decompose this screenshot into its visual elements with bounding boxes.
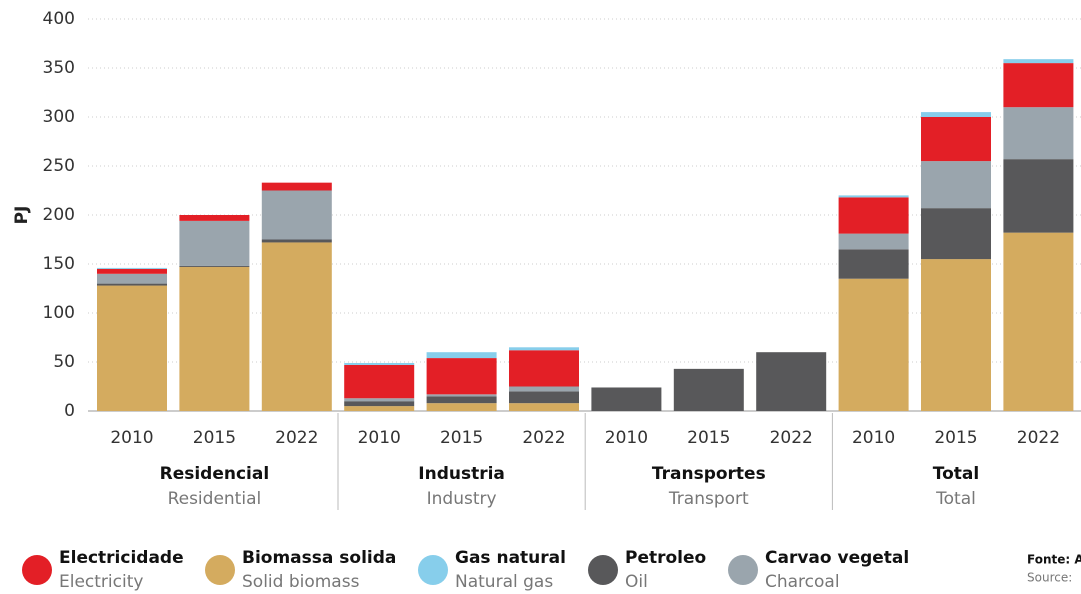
x-tick-label: 2015 [440, 428, 483, 448]
x-tick-label: 2022 [770, 428, 813, 448]
legend-sublabel: Natural gas [455, 572, 553, 592]
bar-segment [344, 398, 415, 402]
bar-segment [1003, 59, 1074, 64]
x-tick-label: 2015 [193, 428, 236, 448]
y-tick-label: 350 [43, 58, 75, 78]
legend-label: Electricidade [59, 548, 184, 568]
group-sublabel: Residential [168, 489, 262, 509]
bar-segment [838, 195, 909, 198]
bar-segment [921, 112, 991, 117]
bar-segment [921, 259, 991, 411]
legend-sublabel: Electricity [59, 572, 143, 592]
bar-segment [1003, 159, 1074, 233]
bar-segment [426, 403, 497, 411]
bar-segment [1003, 107, 1074, 160]
bar-segment [97, 283, 167, 286]
x-tick-label: 2010 [605, 428, 648, 448]
x-tick-label: 2022 [275, 428, 318, 448]
bar-segment [344, 362, 415, 365]
bar-segment [97, 273, 167, 284]
bar-segment [261, 239, 332, 243]
bar-segment [838, 249, 909, 279]
bar-segment [97, 285, 167, 411]
legend-swatch [588, 555, 618, 585]
x-tick-label: 2022 [522, 428, 565, 448]
bar-segment [921, 117, 991, 162]
bar-segment [921, 208, 991, 260]
bar-segment [97, 268, 167, 274]
x-tick-label: 2010 [110, 428, 153, 448]
bar-segment [591, 387, 662, 411]
bar-segment [426, 358, 497, 395]
group-sublabel: Industry [427, 489, 497, 509]
bar-segment [673, 368, 744, 411]
legend-swatch [205, 555, 235, 585]
legend-sublabel: Oil [625, 572, 648, 592]
y-tick-label: 50 [53, 352, 75, 372]
bar-segment [509, 403, 579, 411]
y-tick-label: 200 [43, 205, 75, 225]
bar-segment [261, 242, 332, 411]
x-tick-label: 2022 [1017, 428, 1060, 448]
y-tick-label: 250 [43, 156, 75, 176]
legend-sublabel: Charcoal [765, 572, 840, 592]
y-axis-label: PJ [12, 206, 32, 225]
group-label: Transportes [652, 464, 766, 484]
bar-segment [509, 347, 579, 351]
group-sublabel: Transport [668, 489, 749, 509]
group-label: Total [933, 464, 979, 484]
bar-segment [179, 266, 250, 411]
bar-segment [426, 352, 497, 359]
bar-segment [179, 265, 250, 267]
bar-segment [509, 386, 579, 392]
y-tick-label: 100 [43, 303, 75, 323]
bar-segment [838, 233, 909, 250]
bar-segment [426, 396, 497, 404]
x-tick-label: 2015 [934, 428, 977, 448]
x-tick-label: 2015 [687, 428, 730, 448]
legend-sublabel: Solid biomass [242, 572, 360, 592]
legend-label: Biomassa solida [242, 548, 396, 568]
bar-segment [756, 352, 827, 411]
legend-label: Gas natural [455, 548, 566, 568]
bar-segment [97, 267, 167, 269]
group-sublabel: Total [935, 489, 976, 509]
bar-segment [838, 278, 909, 411]
bar-segment [509, 391, 579, 404]
bar-segment [344, 401, 415, 407]
bar-segment [838, 197, 909, 234]
bar-segment [1003, 63, 1074, 108]
source: Fonte: A [1027, 553, 1081, 567]
group-label: Residencial [160, 464, 270, 484]
y-tick-label: 0 [64, 401, 75, 421]
bar-segment [344, 406, 415, 411]
y-tick-label: 400 [43, 9, 75, 29]
legend-label: Carvao vegetal [765, 548, 909, 568]
bar-segment [261, 182, 332, 191]
x-tick-label: 2010 [852, 428, 895, 448]
bar-segment [261, 190, 332, 240]
bar-segment [179, 215, 250, 221]
legend-swatch [728, 555, 758, 585]
x-tick-label: 2010 [358, 428, 401, 448]
source-en: Source: [1027, 571, 1072, 585]
y-tick-label: 300 [43, 107, 75, 127]
bar-segment [509, 350, 579, 387]
legend-swatch [418, 555, 448, 585]
group-label: Industria [418, 464, 505, 484]
bar-segment [179, 220, 250, 266]
legend-swatch [22, 555, 52, 585]
y-tick-label: 150 [43, 254, 75, 274]
legend-label: Petroleo [625, 548, 706, 568]
bar-segment [1003, 232, 1074, 411]
bar-segment [426, 394, 497, 397]
bar-segment [921, 161, 991, 209]
bar-segment [344, 364, 415, 399]
